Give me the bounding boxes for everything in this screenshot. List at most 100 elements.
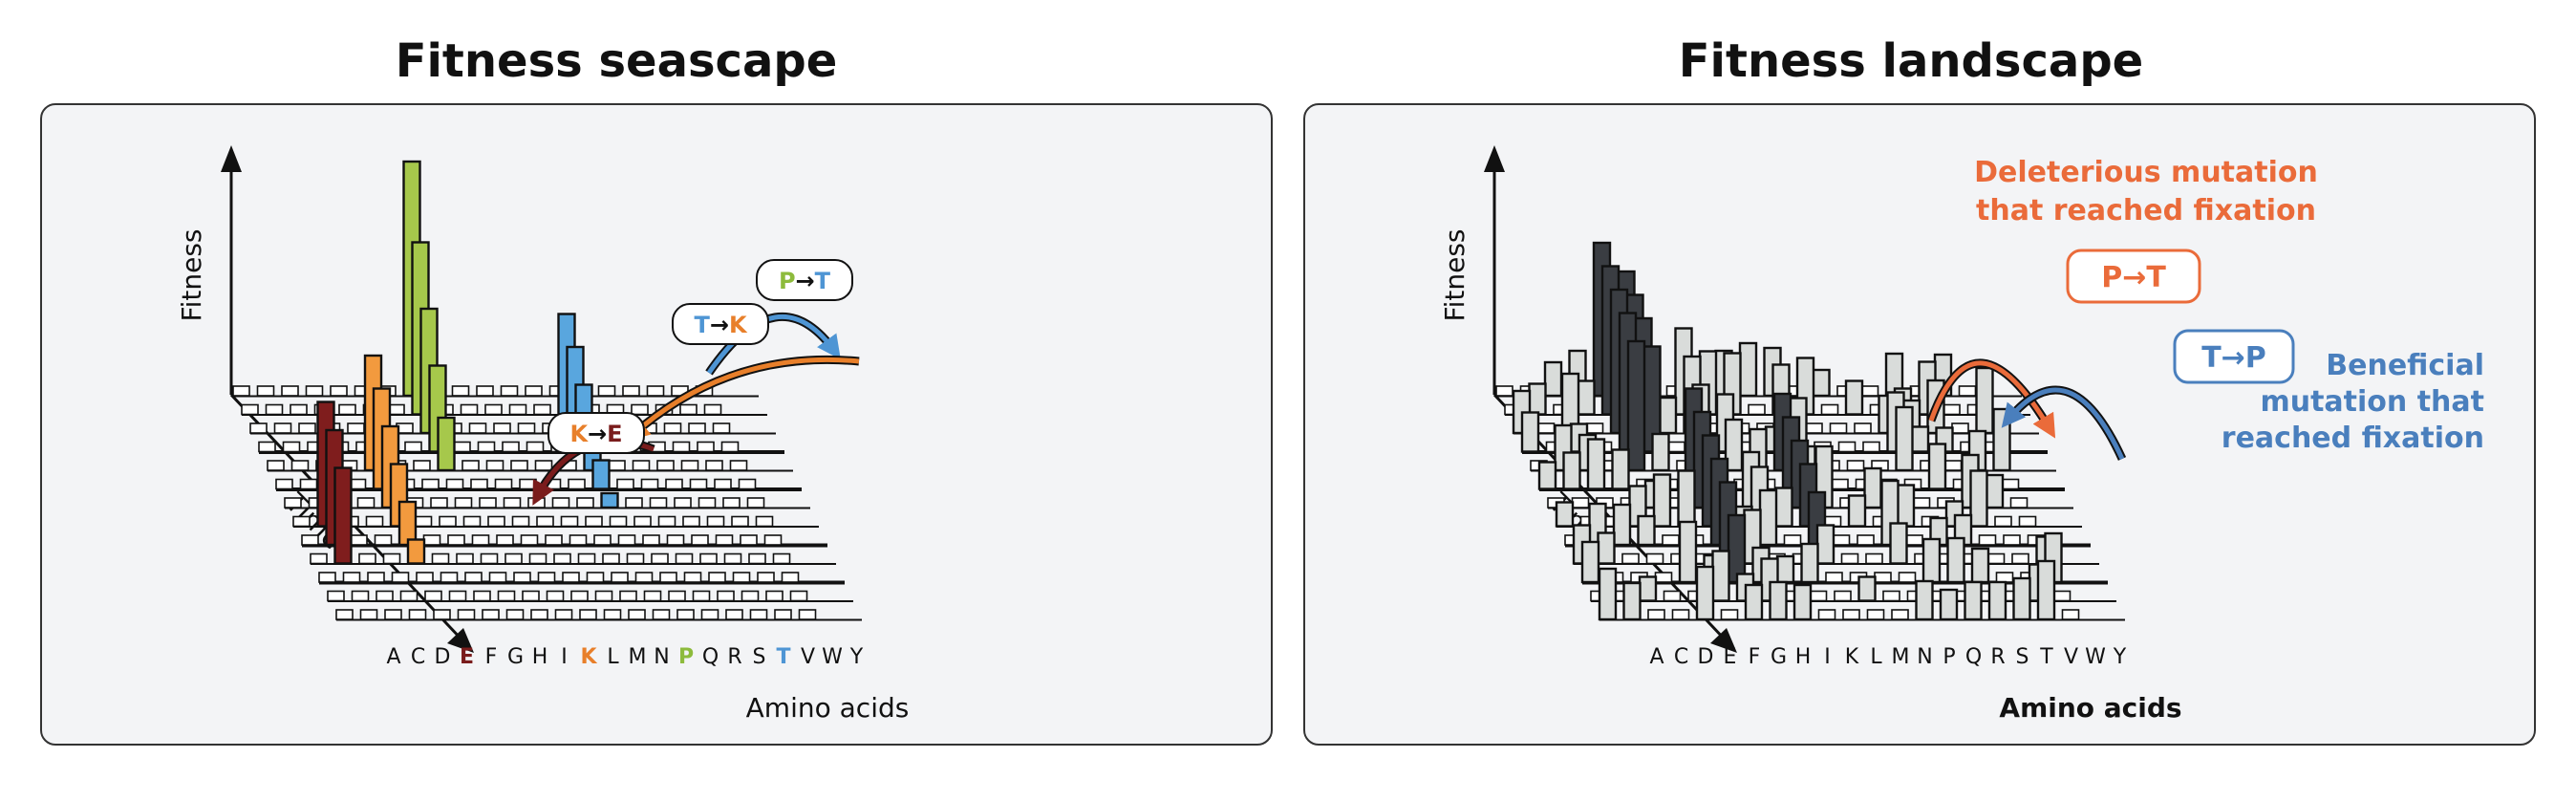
fitness-bar xyxy=(404,441,422,453)
badge-frame xyxy=(672,303,769,345)
fitness-bar xyxy=(1663,590,1682,602)
fitness-bar xyxy=(1891,609,1909,620)
fitness-bar xyxy=(657,515,676,528)
fitness-bar xyxy=(1857,534,1875,546)
fitness-bar xyxy=(634,572,654,583)
amino-acid-P: P xyxy=(678,645,694,669)
fitness-bar xyxy=(356,497,376,509)
fitness-bar xyxy=(1651,432,1670,472)
fitness-bar xyxy=(562,572,580,583)
fitness-bar xyxy=(1815,524,1835,565)
fitness-bar xyxy=(1775,554,1795,584)
beneficial-badge-text: T→P xyxy=(2201,341,2266,375)
fitness-bar xyxy=(1943,403,1961,416)
fitness-bar xyxy=(520,534,539,546)
fitness-bar xyxy=(468,422,487,434)
amino-acid-V: V xyxy=(801,645,815,669)
fitness-bar xyxy=(723,552,742,565)
fitness-bar xyxy=(679,403,698,416)
beneficial-badge xyxy=(2173,329,2295,384)
fitness-bar xyxy=(697,441,715,453)
fitness-bar xyxy=(510,460,528,471)
amino-acid-A: A xyxy=(386,645,400,669)
fitness-bar xyxy=(335,609,354,620)
fitness-bar xyxy=(1862,441,1880,453)
fitness-bar xyxy=(384,609,402,620)
fitness-bar xyxy=(1654,572,1673,583)
amino-acid-A: A xyxy=(1649,645,1664,669)
fitness-bar xyxy=(622,385,640,397)
right-panel: Fitness Time A C D E F G H I K L M N P Q R S T V W Y Amino aci… xyxy=(1303,103,2536,746)
fitness-bar xyxy=(633,515,652,528)
fitness-bar xyxy=(2003,534,2021,546)
fitness-bar xyxy=(1820,403,1839,416)
fitness-bar xyxy=(526,441,545,453)
amino-acids-label: Amino acids xyxy=(746,692,910,724)
fitness-bar xyxy=(359,609,378,620)
fitness-bar xyxy=(511,515,530,528)
fitness-bar xyxy=(497,590,516,602)
beneficial-text-line: mutation that xyxy=(2260,385,2484,419)
annotations: Deleterious mutation that reached fixatio… xyxy=(1926,156,2484,461)
fitness-bar xyxy=(683,572,702,583)
fitness-bar xyxy=(757,572,775,583)
fitness-bar xyxy=(1829,422,1848,434)
fitness-bar xyxy=(748,552,766,565)
fitness-bar xyxy=(600,491,619,509)
badge-frame xyxy=(547,412,645,454)
fitness-bar xyxy=(608,460,626,471)
fitness-bar xyxy=(1812,368,1831,398)
fitness-bar xyxy=(689,478,708,490)
fitness-bar xyxy=(665,478,683,490)
fitness-bar xyxy=(482,609,500,620)
fitness-bar xyxy=(682,515,700,528)
fitness-bar xyxy=(1896,484,1916,528)
fitness-bar xyxy=(1597,531,1616,565)
fitness-bar xyxy=(1846,460,1865,471)
amino-acid-H: H xyxy=(532,645,548,669)
fitness-bar xyxy=(527,497,546,509)
fitness-bar xyxy=(487,515,505,528)
fitness-bar xyxy=(732,572,751,583)
fitness-bar xyxy=(652,609,671,620)
fitness-bar xyxy=(1832,534,1851,546)
arc-t-to-k xyxy=(625,357,860,442)
fitness-bar xyxy=(1866,609,1885,620)
fitness-bar xyxy=(619,590,637,602)
fitness-bar xyxy=(1860,385,1879,397)
fitness-bar xyxy=(659,572,677,583)
fitness-bar xyxy=(675,552,694,565)
fitness-bar xyxy=(553,552,571,565)
fitness-bar xyxy=(722,497,741,509)
amino-acid-N: N xyxy=(1917,645,1932,669)
fitness-bar xyxy=(430,497,448,509)
fitness-bar xyxy=(1662,534,1680,546)
fitness-bar xyxy=(1744,583,1764,621)
fitness-bar xyxy=(351,590,370,602)
fitness-bar xyxy=(305,385,324,397)
fitness-bar xyxy=(616,478,634,490)
fitness-label: Fitness xyxy=(176,229,207,322)
fitness-bar xyxy=(640,478,659,490)
fitness-bar xyxy=(1720,609,1739,620)
fitness-bar xyxy=(1555,501,1575,528)
fitness-bar xyxy=(1964,580,1983,621)
amino-acid-Q: Q xyxy=(702,645,719,669)
fitness-bar xyxy=(241,403,259,416)
fitness-bar xyxy=(586,572,605,583)
fitness-bar xyxy=(674,497,692,509)
fitness-bar xyxy=(457,609,476,620)
fitness-bar xyxy=(399,590,419,602)
amino-acid-V: V xyxy=(2064,645,2078,669)
beneficial-text-line: Beneficial xyxy=(2326,349,2484,382)
fitness-bar xyxy=(1854,422,1872,434)
fitness-bar xyxy=(1970,547,1990,584)
amino-acid-I: I xyxy=(561,645,568,669)
fitness-bar xyxy=(703,403,722,416)
fitness-bar xyxy=(712,422,731,434)
fitness-bar xyxy=(798,609,817,620)
fitness-bar xyxy=(281,385,299,397)
fitness-bar xyxy=(453,441,471,453)
fitness-bar xyxy=(560,515,579,528)
fitness-bar xyxy=(1537,461,1557,490)
